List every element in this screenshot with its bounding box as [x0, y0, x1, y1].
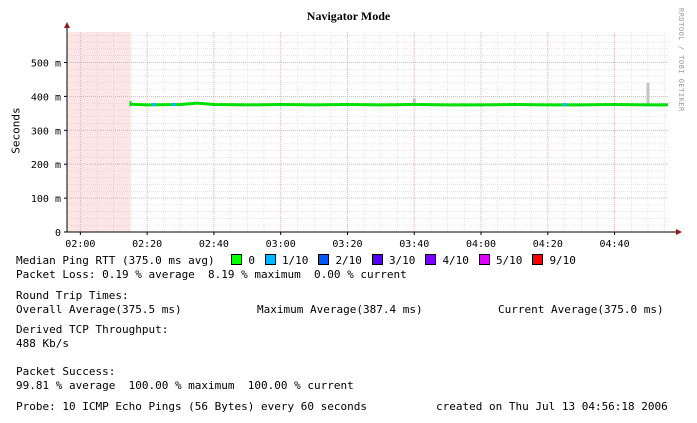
y-tick-label: 200 m: [31, 160, 61, 171]
x-axis-arrow: [676, 229, 682, 235]
y-tick-label: 500 m: [31, 59, 61, 70]
rtt-maximum: Maximum Average(387.4 ms): [257, 303, 423, 316]
x-tick-label: 02:20: [132, 239, 162, 250]
legend: Median Ping RTT (375.0 ms avg) 0 1/10 2/10…: [16, 254, 576, 267]
series-line-median-rtt: [130, 101, 668, 107]
legend-swatch: [264, 254, 276, 265]
legend-label: Median Ping RTT (375.0 ms avg): [16, 254, 215, 267]
legend-item: 1/10: [264, 254, 309, 267]
rrdtool-credit: RRDTOOL / TOBI OETIKER: [677, 8, 685, 112]
legend-swatch: [231, 254, 243, 265]
x-tick-label: 03:20: [332, 239, 362, 250]
legend-item-label: 0: [248, 254, 255, 267]
probe-info: Probe: 10 ICMP Echo Pings (56 Bytes) eve…: [16, 400, 367, 413]
legend-item-label: 5/10: [495, 254, 523, 267]
x-tick-label: 04:20: [533, 239, 563, 250]
legend-swatch: [425, 254, 437, 265]
x-tick-label: 04:40: [600, 239, 630, 250]
y-axis-label: Seconds: [9, 107, 23, 154]
legend-swatch: [478, 254, 490, 265]
y-tick-label: 400 m: [31, 92, 61, 103]
stddev-spike: [412, 98, 416, 105]
legend-item: 9/10: [532, 254, 576, 267]
loss-marker: [171, 103, 176, 107]
no-data-region: [67, 32, 131, 232]
legend-item-label: 4/10: [442, 254, 469, 267]
legend-item: 5/10: [478, 254, 523, 267]
legend-item: 2/10: [318, 254, 362, 267]
legend-item: 4/10: [425, 254, 469, 267]
loss-marker: [151, 103, 156, 107]
y-tick-label: 0: [55, 228, 61, 239]
x-tick-label: 03:00: [266, 239, 296, 250]
packet-loss-line: Packet Loss: 0.19 % average 8.19 % maxim…: [16, 268, 407, 281]
legend-swatch: [532, 254, 544, 265]
legend-item: 3/10: [371, 254, 416, 267]
legend-item-label: 3/10: [388, 254, 416, 267]
x-tick-label: 04:00: [466, 239, 496, 250]
x-tick-label: 03:40: [399, 239, 429, 250]
tcp-value: 488 Kb/s: [16, 337, 69, 350]
x-tick-label: 02:00: [65, 239, 95, 250]
success-heading: Packet Success:: [16, 365, 116, 378]
y-tick-label: 300 m: [31, 126, 61, 137]
y-axis-arrow: [64, 22, 70, 28]
stddev-spike: [646, 82, 650, 105]
chart-title: Navigator Mode: [306, 9, 391, 23]
chart-plot: 0 100 m 200 m 300 m 400 m 500 m 02:00 02:20 02:4…: [31, 22, 682, 250]
x-tick-label: 02:40: [199, 239, 229, 250]
legend-swatch: [371, 254, 383, 265]
success-value: 99.81 % average 100.00 % maximum 100.00 …: [16, 379, 354, 392]
legend-item-label: 9/10: [549, 254, 576, 267]
tcp-heading: Derived TCP Throughput:: [16, 323, 169, 336]
loss-marker: [562, 103, 567, 107]
y-tick-label: 100 m: [31, 194, 61, 205]
legend-item-label: 1/10: [281, 254, 309, 267]
created-timestamp: created on Thu Jul 13 04:56:18 2006: [436, 400, 668, 413]
rtt-heading: Round Trip Times:: [16, 289, 129, 302]
legend-item-label: 2/10: [335, 254, 362, 267]
legend-swatch: [318, 254, 330, 265]
rtt-current: Current Average(375.0 ms): [498, 303, 664, 316]
rtt-overall: Overall Average(375.5 ms): [16, 303, 182, 316]
legend-item: 0: [231, 254, 255, 267]
